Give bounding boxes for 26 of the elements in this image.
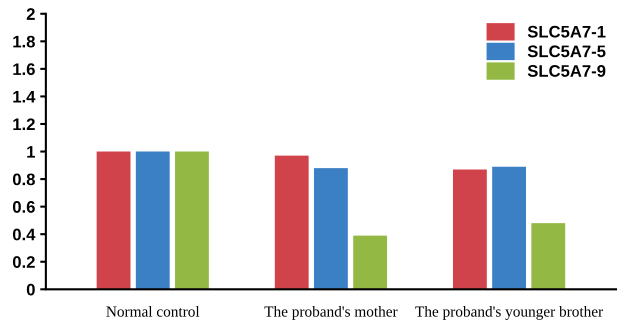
x-tick-label: Normal control — [106, 306, 200, 317]
y-tick-label: 1.8 — [13, 36, 35, 48]
y-tick-label: 0.8 — [12, 173, 35, 186]
y-tick-label: 1 — [27, 146, 35, 158]
bar — [531, 223, 566, 290]
y-tick-label: 0.4 — [12, 228, 36, 240]
y-tick-label: 0 — [26, 284, 35, 296]
legend-label: SLC5A7-5 — [528, 45, 606, 58]
x-tick-label: The proband's younger brother — [415, 306, 604, 320]
bar — [353, 236, 388, 290]
y-tick-label: 2 — [26, 8, 35, 20]
bar — [314, 168, 348, 290]
y-tick-label: 1.2 — [13, 118, 35, 130]
y-tick-label: 1.4 — [13, 91, 36, 102]
y-tick-label: 0.2 — [12, 256, 35, 268]
y-tick-label: 1.6 — [13, 63, 35, 76]
bar — [492, 166, 526, 290]
bar — [96, 152, 130, 290]
bar — [274, 156, 309, 290]
legend-label: SLC5A7-9 — [528, 65, 606, 77]
bar — [136, 152, 170, 290]
x-tick-label: The proband's mother — [264, 306, 398, 320]
y-tick-label: 0.6 — [12, 201, 35, 213]
bar — [452, 169, 487, 290]
bar — [175, 152, 209, 290]
legend-label: SLC5A7-1 — [528, 26, 606, 38]
